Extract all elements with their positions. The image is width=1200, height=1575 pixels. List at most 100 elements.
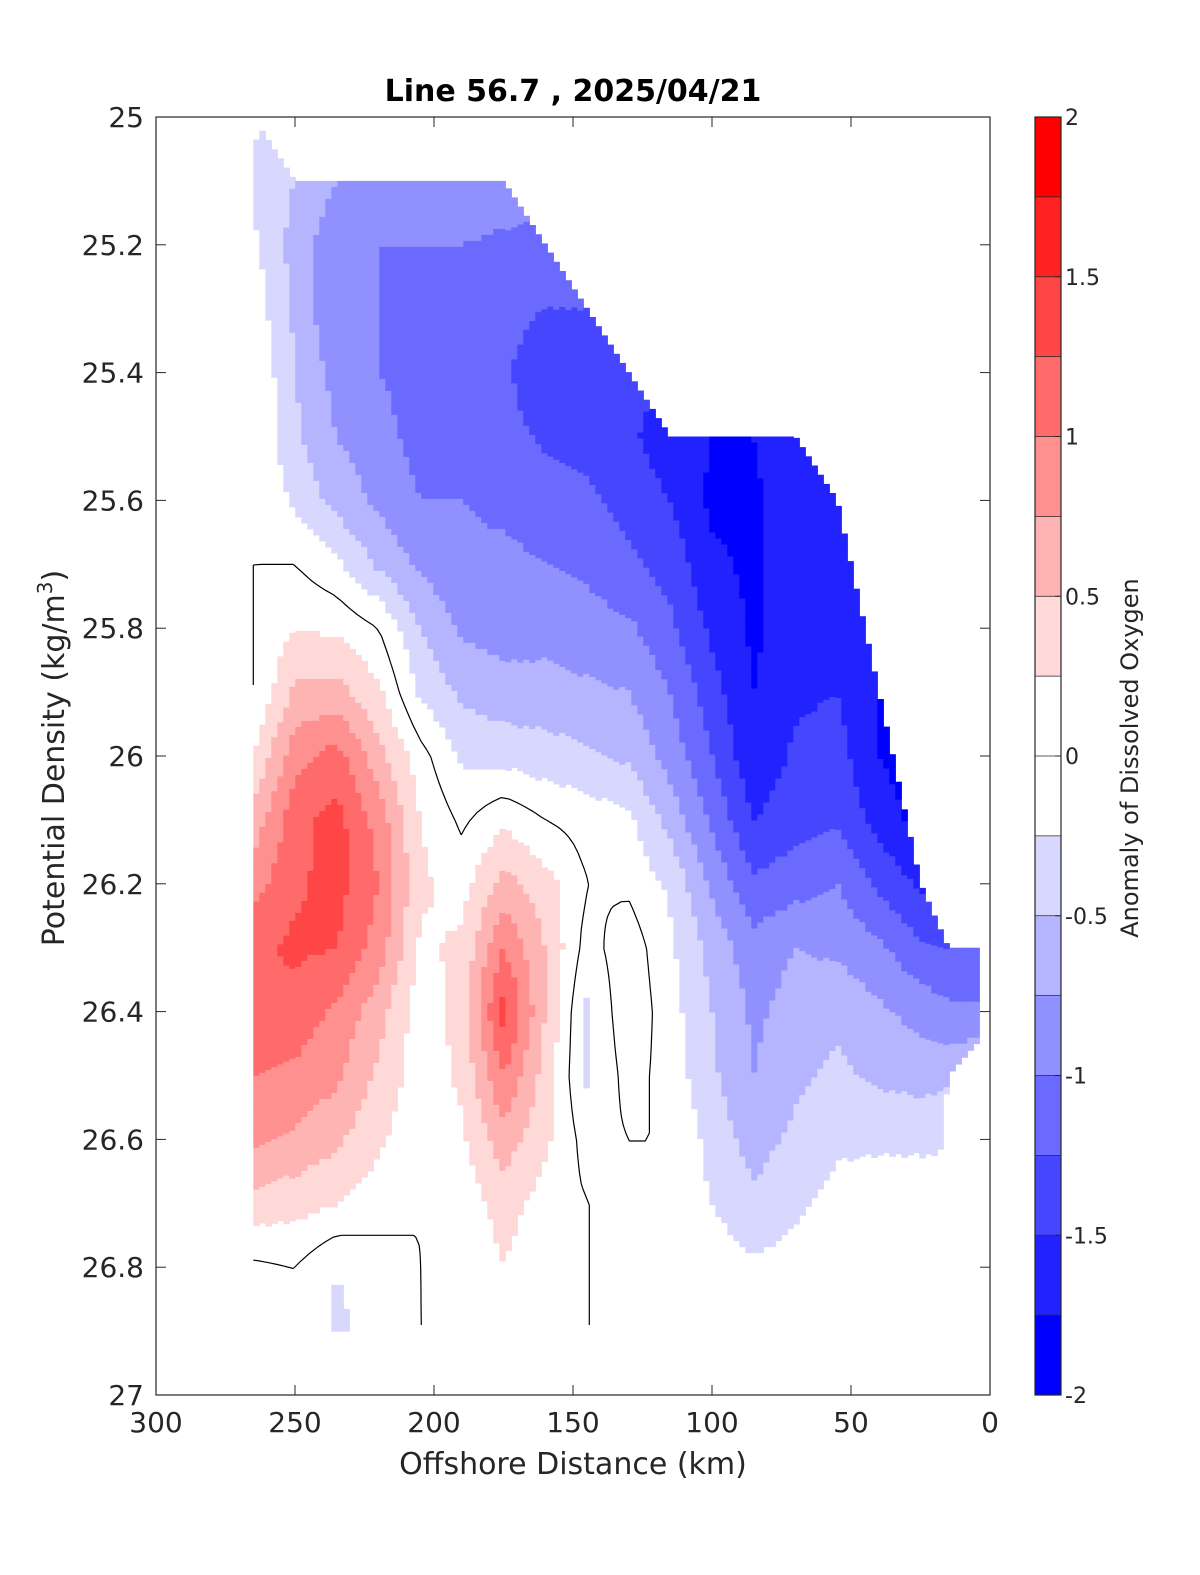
contour-cell: [457, 618, 464, 626]
contour-cell: [469, 318, 476, 326]
contour-cell: [307, 1014, 314, 1022]
contour-cell: [295, 882, 302, 890]
contour-cell: [385, 450, 392, 458]
contour-cell: [337, 522, 344, 530]
contour-cell: [379, 324, 386, 332]
contour-cell: [319, 342, 326, 350]
contour-cell: [403, 564, 410, 572]
contour-cell: [391, 468, 398, 476]
contour-cell: [373, 1074, 380, 1082]
contour-cell: [463, 366, 470, 374]
contour-cell: [307, 498, 314, 506]
contour-cell: [415, 402, 422, 410]
contour-cell: [349, 1020, 356, 1028]
contour-cell: [349, 384, 356, 392]
contour-cell: [457, 696, 464, 704]
contour-cell: [463, 468, 470, 476]
contour-cell: [403, 288, 410, 296]
contour-cell: [325, 936, 332, 944]
contour-cell: [307, 492, 314, 500]
contour-cell: [409, 900, 416, 908]
contour-cell: [379, 546, 386, 554]
contour-cell: [253, 1117, 260, 1125]
contour-cell: [379, 942, 386, 950]
contour-cell: [289, 470, 296, 478]
contour-cell: [361, 198, 368, 206]
contour-cell: [433, 390, 440, 398]
contour-cell: [457, 576, 464, 584]
contour-cell: [349, 264, 356, 272]
contour-cell: [253, 829, 260, 837]
contour-cell: [349, 318, 356, 326]
contour-cell: [313, 690, 320, 698]
contour-cell: [319, 354, 326, 362]
contour-cell: [289, 464, 296, 472]
contour-cell: [337, 690, 344, 698]
contour-cell: [295, 1086, 302, 1094]
contour-cell: [319, 336, 326, 344]
contour-cell: [397, 1002, 404, 1010]
contour-cell: [415, 648, 422, 656]
contour-cell: [385, 282, 392, 290]
contour-cell: [457, 594, 464, 602]
contour-cell: [331, 426, 338, 434]
contour-cell: [457, 744, 464, 752]
contour-cell: [319, 1020, 326, 1028]
contour-cell: [313, 264, 320, 272]
contour-cell: [253, 1099, 260, 1107]
contour-cell: [343, 486, 350, 494]
contour-cell: [337, 348, 344, 356]
contour-cell: [403, 618, 410, 626]
contour-cell: [337, 234, 344, 242]
contour-cell: [307, 1158, 314, 1166]
contour-cell: [301, 852, 308, 860]
contour-cell: [271, 275, 278, 282]
contour-cell: [331, 396, 338, 404]
contour-cell: [385, 918, 392, 926]
contour-cell: [373, 798, 380, 806]
contour-cell: [451, 300, 458, 308]
contour-cell: [373, 534, 380, 542]
contour-cell: [289, 1010, 296, 1018]
contour-cell: [349, 198, 356, 206]
contour-cell: [445, 960, 452, 968]
contour-cell: [439, 348, 446, 356]
contour-cell: [301, 756, 308, 764]
contour-cell: [457, 654, 464, 662]
contour-cell: [343, 834, 350, 842]
contour-cell: [331, 900, 338, 908]
contour-cell: [253, 799, 260, 807]
contour-cell: [469, 366, 476, 374]
contour-cell: [385, 726, 392, 734]
contour-cell: [379, 408, 386, 416]
contour-cell: [469, 432, 476, 440]
contour-cell: [355, 990, 362, 998]
contour-cell: [319, 486, 326, 494]
contour-cell: [319, 828, 326, 836]
contour-cell: [379, 330, 386, 338]
contour-cell: [301, 1194, 308, 1202]
contour-cell: [469, 924, 476, 932]
contour-cell: [307, 300, 314, 308]
contour-cell: [403, 582, 410, 590]
contour-cell: [289, 488, 296, 496]
contour-cell: [373, 186, 380, 194]
contour-cell: [469, 216, 476, 224]
contour-cell: [331, 942, 338, 950]
contour-cell: [331, 690, 338, 698]
contour-cell: [355, 942, 362, 950]
contour-cell: [403, 552, 410, 560]
contour-cell: [289, 1094, 296, 1102]
contour-cell: [283, 1013, 290, 1021]
contour-cell: [277, 746, 284, 753]
contour-cell: [319, 774, 326, 782]
contour-cell: [253, 1093, 260, 1101]
contour-cell: [331, 498, 338, 506]
contour-cell: [367, 930, 374, 938]
contour-cell: [349, 540, 356, 548]
contour-cell: [433, 186, 440, 194]
contour-cell: [457, 648, 464, 656]
contour-cell: [379, 222, 386, 230]
contour-cell: [373, 480, 380, 488]
